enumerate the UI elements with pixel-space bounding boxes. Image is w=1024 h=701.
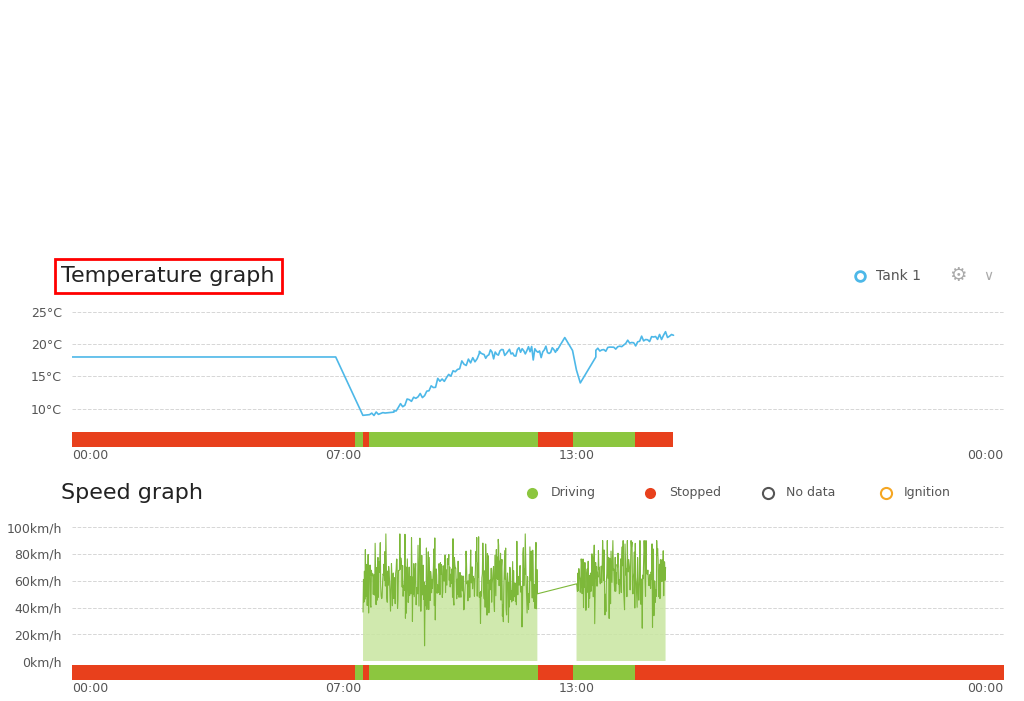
Text: 07:00: 07:00 <box>326 449 361 463</box>
Text: Driving: Driving <box>551 486 596 499</box>
Text: 00:00: 00:00 <box>968 682 1004 695</box>
Text: ⚙: ⚙ <box>948 266 967 285</box>
Text: Stopped: Stopped <box>669 486 721 499</box>
Text: No data: No data <box>786 486 836 499</box>
Text: Ignition: Ignition <box>904 486 951 499</box>
Bar <box>355 665 362 680</box>
Bar <box>572 432 635 447</box>
Text: 00:00: 00:00 <box>968 449 1004 463</box>
Bar <box>72 665 355 680</box>
Text: 13:00: 13:00 <box>558 682 594 695</box>
Bar <box>355 432 362 447</box>
Bar <box>362 665 369 680</box>
Bar <box>572 665 635 680</box>
Bar <box>369 665 538 680</box>
Text: 00:00: 00:00 <box>72 449 108 463</box>
Text: ∨: ∨ <box>983 269 993 283</box>
Text: Speed graph: Speed graph <box>61 483 204 503</box>
Text: 00:00: 00:00 <box>72 682 108 695</box>
Bar <box>72 432 338 447</box>
Text: Tank 1: Tank 1 <box>876 269 921 283</box>
Bar <box>362 432 369 447</box>
Bar <box>635 665 1004 680</box>
Text: 13:00: 13:00 <box>558 449 594 463</box>
Bar <box>338 432 355 447</box>
Bar <box>538 665 572 680</box>
Text: Temperature graph: Temperature graph <box>61 266 274 286</box>
Bar <box>369 432 538 447</box>
Bar <box>635 432 674 447</box>
Bar <box>538 432 572 447</box>
Text: 07:00: 07:00 <box>326 682 361 695</box>
